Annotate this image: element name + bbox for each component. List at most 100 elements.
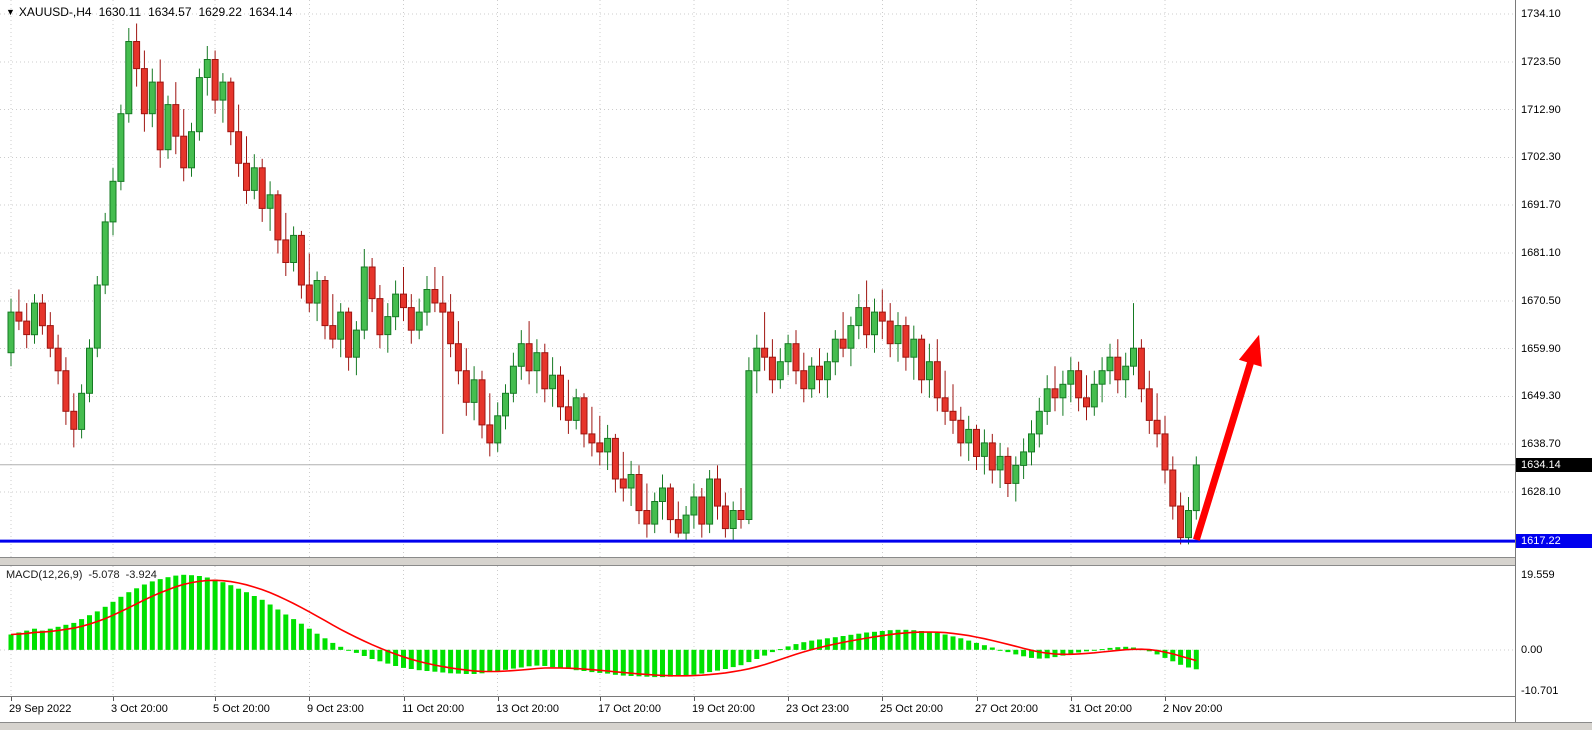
candle (62, 357, 70, 425)
macd-bar (699, 649, 705, 674)
macd-axis-label: 19.559 (1521, 569, 1555, 581)
price-axis-label: 1628.10 (1521, 486, 1561, 498)
time-axis-tick (882, 697, 883, 701)
time-axis-tick (404, 697, 405, 701)
candle (313, 271, 321, 322)
candle (643, 483, 651, 538)
price-axis-label: 1723.50 (1521, 56, 1561, 68)
macd-bar (39, 630, 45, 650)
candle (753, 334, 761, 394)
time-axis-label: 2 Nov 20:00 (1163, 703, 1223, 715)
candle (15, 289, 23, 331)
macd-bar (715, 649, 720, 671)
candle (941, 370, 949, 425)
candle (659, 474, 666, 520)
macd-bar (1115, 647, 1121, 650)
time-axis-label: 9 Oct 23:00 (307, 703, 364, 715)
macd-bar (251, 596, 257, 650)
price-axis[interactable]: 1634.14 1617.22 1734.10 1723.50 1712.90 170… (1515, 0, 1592, 730)
price-chart-canvas[interactable] (0, 0, 1515, 722)
macd-bar (879, 631, 885, 650)
candle (1098, 357, 1106, 403)
macd-bar (730, 649, 736, 668)
candle (211, 50, 219, 114)
candle (502, 384, 509, 430)
candle (1153, 393, 1161, 448)
macd-bar (1178, 649, 1184, 665)
macd-bar (338, 646, 344, 650)
macd-bar (769, 649, 775, 653)
macd-bar (746, 649, 752, 663)
panel-splitter[interactable] (0, 557, 1515, 566)
macd-bar (204, 577, 210, 650)
price-axis-label: 1659.90 (1521, 343, 1561, 355)
macd-bar (401, 649, 406, 668)
price-axis-label: 1702.30 (1521, 151, 1561, 163)
macd-bar (754, 649, 760, 659)
macd-bar (173, 575, 179, 650)
macd-bar (1084, 649, 1089, 652)
macd-bar (848, 634, 854, 650)
time-axis-label: 3 Oct 20:00 (111, 703, 168, 715)
candle (1028, 420, 1035, 466)
macd-bar (267, 604, 273, 650)
chart-info-line: ▼ XAUUSD-,H4 1630.11 1634.57 1629.22 1634.14 (6, 5, 292, 19)
support-price-badge: 1617.22 (1516, 534, 1592, 548)
candle (996, 442, 1004, 488)
macd-indicator-label: MACD(12,26,9) (6, 569, 83, 581)
macd-bar (189, 575, 194, 650)
macd-bar (330, 642, 336, 650)
candle (651, 492, 659, 534)
macd-bar (903, 629, 909, 650)
candle (933, 339, 941, 412)
macd-bar (872, 631, 877, 650)
candle (290, 226, 298, 272)
macd-bar (157, 579, 163, 650)
macd-bar (785, 646, 791, 650)
time-axis[interactable]: 29 Sep 2022 3 Oct 20:00 5 Oct 20:00 9 Oct 2… (0, 696, 1515, 722)
macd-bar (628, 649, 634, 676)
macd-bar (94, 611, 100, 650)
time-axis-label: 19 Oct 20:00 (692, 703, 755, 715)
chart-menu-icon[interactable]: ▼ (6, 7, 15, 17)
macd-bar (212, 579, 218, 650)
macd-bar (856, 633, 862, 650)
macd-bar (989, 647, 995, 650)
macd-bar (141, 584, 147, 650)
time-axis-tick (694, 697, 695, 701)
macd-bar (707, 649, 713, 673)
candle (714, 465, 721, 520)
candle (250, 154, 258, 200)
candle (871, 298, 878, 353)
macd-bar (47, 628, 53, 650)
candle (494, 402, 502, 452)
candle (808, 357, 816, 398)
candle (447, 294, 455, 358)
current-price-badge: 1634.14 (1516, 458, 1592, 472)
macd-bar (1068, 649, 1074, 654)
macd-bar (259, 599, 265, 650)
macd-bar (919, 631, 925, 650)
macd-bar (1076, 649, 1082, 653)
macd-bar (887, 630, 893, 650)
candle (133, 23, 141, 87)
macd-bar (518, 649, 524, 668)
macd-bar (479, 649, 485, 674)
candle (203, 46, 211, 96)
macd-bar (471, 649, 477, 674)
trend-arrow[interactable] (1193, 334, 1262, 541)
candle (7, 298, 15, 367)
time-axis-label: 13 Oct 20:00 (496, 703, 559, 715)
candle (980, 429, 988, 475)
candle (847, 316, 855, 367)
candle (635, 465, 643, 525)
macd-bar (416, 649, 422, 671)
macd-bar (1193, 649, 1199, 670)
candle (745, 357, 753, 525)
macd-axis-label: 0.00 (1521, 644, 1543, 656)
candle (627, 460, 635, 506)
candle (525, 321, 533, 385)
candle (1035, 397, 1043, 448)
candle (195, 68, 203, 141)
macd-bar (620, 649, 626, 676)
